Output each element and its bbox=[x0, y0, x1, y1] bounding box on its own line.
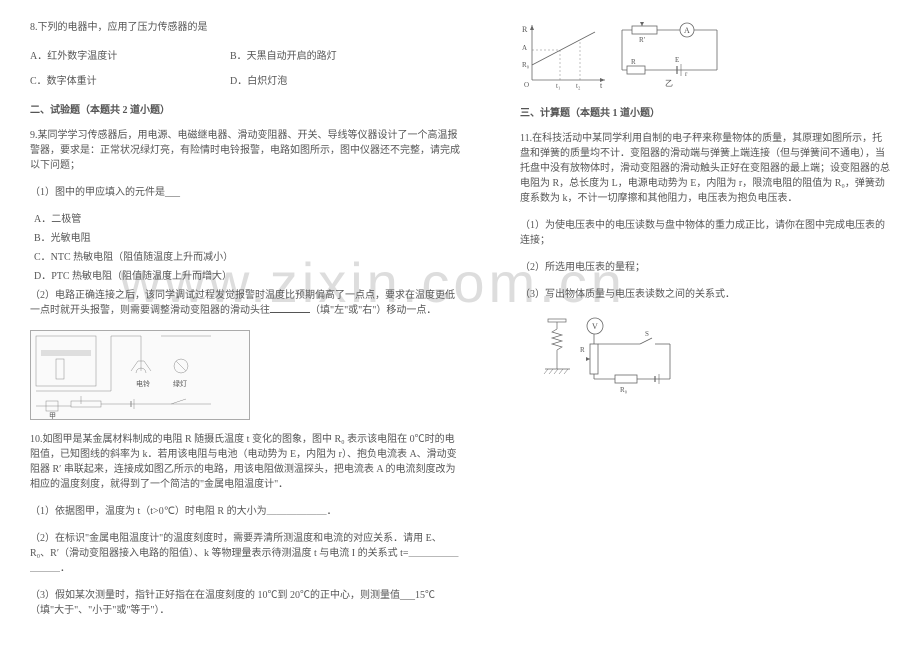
q10-p2-a: （2）在标识"金属电阻温度计"的温度刻度时，需要弄清所测温度和电流的对应关系．请… bbox=[30, 533, 442, 559]
graph-y-label: R bbox=[522, 25, 528, 34]
q10-p3: （3）假如某次测量时，指针正好指在在温度刻度的 10℃到 20℃的正中心，则测量… bbox=[30, 588, 460, 618]
q9-p2-blank bbox=[270, 312, 310, 313]
q10-p1-blank: ＿＿＿＿＿＿ bbox=[267, 506, 327, 517]
section3-title: 三、计算题（本题共 1 道小题） bbox=[520, 104, 890, 119]
q8-opt-c: C．数字体重计 bbox=[30, 72, 230, 87]
q11-stem: 11.在科技活动中某同学利用自制的电子秤来称量物体的质量，其原理如图所示，托盘和… bbox=[520, 131, 890, 206]
q8-opt-d: D．白炽灯泡 bbox=[230, 72, 430, 87]
q8-opt-b: B．天黑自动开启的路灯 bbox=[230, 47, 430, 62]
q10-p1-a: （1）依据图甲，温度为 t（t>0℃）时电阻 R 的大小为 bbox=[30, 506, 267, 517]
svg-text:乙: 乙 bbox=[665, 79, 673, 88]
svg-text:R₀: R₀ bbox=[620, 386, 628, 394]
section2-title: 二、试验题（本题共 2 道小题） bbox=[30, 101, 460, 116]
bell-label: 电铃 bbox=[136, 379, 150, 388]
graph-x-label: t bbox=[600, 81, 603, 90]
q9-stem: 9.某同学学习传感器后，用电源、电磁继电器、滑动变阻器、开关、导线等仪器设计了一… bbox=[30, 128, 460, 173]
graph-t2: t₂ bbox=[576, 82, 581, 90]
svg-text:S: S bbox=[645, 330, 649, 338]
q9-circuit-diagram: 电铃 绿灯 甲 bbox=[30, 330, 250, 420]
green-label: 绿灯 bbox=[173, 379, 187, 388]
svg-text:R′: R′ bbox=[639, 36, 646, 44]
q10-p2: （2）在标识"金属电阻温度计"的温度刻度时，需要弄清所测温度和电流的对应关系．请… bbox=[30, 531, 460, 576]
q11-p1: （1）为使电压表中的电压读数与盘中物体的重力成正比，请你在图中完成电压表的连接； bbox=[520, 218, 890, 248]
graph-甲: R R₀ O t₁ t₂ t A bbox=[520, 20, 610, 90]
svg-text:A: A bbox=[684, 26, 690, 35]
q9-opt-a: A．二极管 bbox=[34, 212, 460, 227]
q10-p2-b: ． bbox=[60, 563, 70, 574]
q9-p2-b: （填"左"或"右"）移动一点． bbox=[310, 305, 436, 316]
q10-stem: 10.如图甲是某金属材料制成的电阻 R 随摄氏温度 t 变化的图象，图中 R₀ … bbox=[30, 432, 460, 492]
right-column: R R₀ O t₁ t₂ t A R′ A bbox=[520, 20, 890, 630]
svg-text:r: r bbox=[685, 70, 688, 78]
svg-text:R: R bbox=[631, 58, 636, 66]
graph-origin: O bbox=[524, 81, 529, 89]
svg-text:R: R bbox=[580, 346, 585, 354]
q9-opt-b: B．光敏电阻 bbox=[34, 231, 460, 246]
q11-circuit-diagram: V R S R₀ bbox=[540, 314, 700, 394]
graph-A: A bbox=[522, 44, 527, 52]
graph-R0: R₀ bbox=[522, 61, 530, 69]
q9-opt-d: D．PTC 热敏电阻（阻值随温度上升而增大） bbox=[34, 269, 460, 284]
svg-text:E: E bbox=[675, 56, 679, 64]
graph-t1: t₁ bbox=[556, 82, 560, 90]
q9-opt-c: C．NTC 热敏电阻（阻值随温度上升而减小） bbox=[34, 250, 460, 265]
q11-p2: （2）所选用电压表的量程； bbox=[520, 260, 890, 275]
q10-figures: R R₀ O t₁ t₂ t A R′ A bbox=[520, 20, 890, 90]
q10-p1: （1）依据图甲，温度为 t（t>0℃）时电阻 R 的大小为＿＿＿＿＿＿． bbox=[30, 504, 460, 519]
q9-p2: （2）电路正确连接之后，该同学调试过程发觉报警时温度比预期偏高了一点点，要求在温… bbox=[30, 288, 460, 318]
circuit-乙: R′ A R E r 乙 bbox=[617, 20, 727, 90]
left-column: 8.下列的电器中，应用了压力传感器的是 A．红外数字温度计 B．天黑自动开启的路… bbox=[30, 20, 460, 630]
q8-opt-a: A．红外数字温度计 bbox=[30, 47, 230, 62]
jia-label: 甲 bbox=[49, 412, 56, 419]
q9-p1: （1）图中的甲应填入的元件是___ bbox=[30, 185, 460, 200]
svg-text:V: V bbox=[592, 322, 598, 331]
q10-p1-b: ． bbox=[327, 506, 337, 517]
q8-stem: 8.下列的电器中，应用了压力传感器的是 bbox=[30, 20, 460, 35]
q11-p3: （3）写出物体质量与电压表读数之间的关系式． bbox=[520, 287, 890, 302]
